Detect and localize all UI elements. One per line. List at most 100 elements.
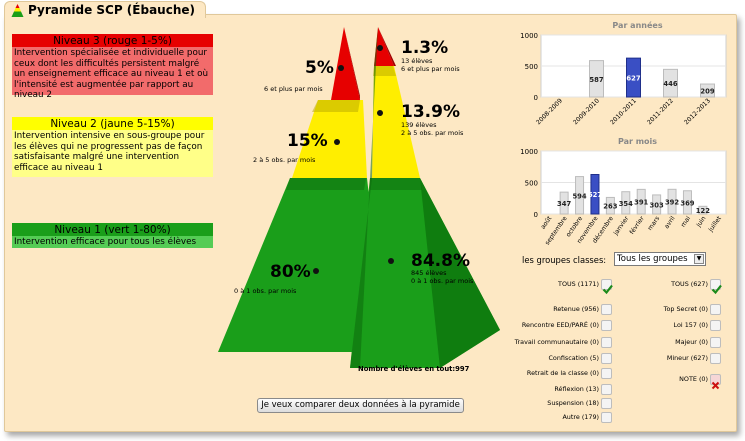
bar-data-label: 369 xyxy=(680,199,694,207)
bar-data-label: 627 xyxy=(588,191,602,199)
right-red-pct: 1.3% xyxy=(401,38,449,58)
bar-data-label: 391 xyxy=(634,199,648,207)
left-yellow-sub: 2 à 5 obs. par mois xyxy=(253,156,316,164)
right-pyramid-yellow-front xyxy=(372,66,420,178)
left-pyramid-green-shadow xyxy=(286,178,366,190)
group-checkbox[interactable] xyxy=(710,320,721,331)
right-green-dot xyxy=(388,258,394,264)
group-checkbox[interactable] xyxy=(710,337,721,348)
x-tick-label: 2010-2011 xyxy=(609,97,638,126)
left-green-dot xyxy=(313,268,319,274)
left-pyramid-yellow-front xyxy=(292,100,367,178)
group-checkbox[interactable] xyxy=(601,384,612,395)
group-label: Retrait de la classe (0) xyxy=(526,369,599,377)
right-yellow-pct: 13.9% xyxy=(401,102,460,122)
bar[interactable] xyxy=(621,191,631,215)
pyramid-icon xyxy=(11,3,24,17)
group-checkbox[interactable] xyxy=(710,279,722,295)
y-tick-label: 500 xyxy=(525,63,538,71)
group-label: Réflexion (13) xyxy=(554,385,599,393)
group-checkbox[interactable] xyxy=(601,398,612,409)
bar[interactable] xyxy=(667,188,677,215)
bar[interactable] xyxy=(589,60,604,98)
right-pyramid-yellow-shadow xyxy=(373,66,396,76)
bar[interactable] xyxy=(636,188,646,215)
left-yellow-pct: 15% xyxy=(287,131,328,151)
group-checkbox[interactable] xyxy=(710,304,721,315)
total-count: Nombre d'élèves en tout:997 xyxy=(358,365,470,373)
right-yellow-dot xyxy=(377,110,383,116)
bar-data-label: 354 xyxy=(619,200,633,208)
group-label: Travail communautaire (0) xyxy=(514,338,599,346)
x-tick-label: mai xyxy=(680,215,693,229)
bar-data-label: 587 xyxy=(589,76,603,84)
x-tick-label: avril xyxy=(663,215,677,230)
bar[interactable] xyxy=(605,196,615,215)
x-tick-label: janvier xyxy=(612,215,631,238)
left-red-dot xyxy=(338,65,344,71)
chart-months: 05001000août347septembre594octobre627nov… xyxy=(520,148,727,246)
right-yellow-sub2: 2 à 5 obs. par mois xyxy=(401,129,464,137)
right-pyramid-green-side xyxy=(420,178,500,368)
group-label: TOUS (1171) xyxy=(558,280,599,288)
x-tick-label: juin xyxy=(695,215,708,229)
pyramid-tab[interactable]: Pyramide SCP (Ébauche) xyxy=(4,1,206,18)
bar[interactable] xyxy=(682,190,692,215)
bar[interactable] xyxy=(626,57,641,98)
bar[interactable] xyxy=(700,83,715,98)
group-label: Suspension (18) xyxy=(547,399,599,407)
compare-button[interactable]: Je veux comparer deux données à la pyram… xyxy=(257,398,464,413)
groups-label: les groupes classes: xyxy=(522,255,607,265)
group-label: Retenue (956) xyxy=(553,305,599,313)
chart-years: 0 500 1000 2008-2009 587 2009-2010 627 2010-201… xyxy=(520,32,727,126)
bar[interactable] xyxy=(663,68,678,98)
groups-select[interactable]: Tous les groupes ▼ xyxy=(614,252,706,266)
chevron-down-icon[interactable]: ▼ xyxy=(694,254,704,264)
group-checkbox[interactable] xyxy=(601,368,612,379)
tab-title: Pyramide SCP (Ébauche) xyxy=(28,3,195,17)
group-checkbox[interactable] xyxy=(601,279,613,295)
bar-data-label: 347 xyxy=(557,200,571,208)
y-tick-label: 500 xyxy=(525,180,538,188)
y-tick-label: 0 xyxy=(534,211,538,219)
left-red-pct: 5% xyxy=(305,58,334,78)
right-red-sub2: 6 et plus par mois xyxy=(401,65,460,73)
group-checkbox[interactable] xyxy=(601,353,612,364)
group-checkbox[interactable] xyxy=(601,304,612,315)
level-1-desc: Intervention efficace pour tous les élèv… xyxy=(12,236,213,248)
group-label: Confiscation (5) xyxy=(548,354,599,362)
left-red-sub: 6 et plus par mois xyxy=(264,85,323,93)
right-pyramid-left-side xyxy=(350,27,378,368)
bar[interactable] xyxy=(559,191,569,215)
bar[interactable] xyxy=(575,176,585,215)
bar[interactable] xyxy=(590,173,600,215)
bar-data-label: 303 xyxy=(650,201,664,209)
left-pyramid-yellow-shadow xyxy=(312,100,360,112)
group-label: Loi 157 (0) xyxy=(673,321,708,329)
bar-data-label: 446 xyxy=(663,80,677,88)
level-2-desc: Intervention intensive en sous-groupe po… xyxy=(12,130,213,177)
left-yellow-dot xyxy=(334,139,340,145)
checkmark-icon xyxy=(602,284,613,295)
right-red-sub1: 13 élèves xyxy=(401,57,433,65)
group-checkbox[interactable] xyxy=(601,320,612,331)
bar[interactable] xyxy=(698,205,708,215)
y-tick-label: 1000 xyxy=(520,148,538,156)
group-checkbox[interactable] xyxy=(601,337,612,348)
left-pyramid-red-front xyxy=(331,27,360,100)
y-tick-label: 0 xyxy=(534,94,538,102)
group-checkbox[interactable] xyxy=(601,412,612,423)
bar-data-label: 263 xyxy=(603,203,617,211)
level-1-title: Niveau 1 (vert 1-80%) xyxy=(12,223,213,237)
bar[interactable] xyxy=(652,194,662,215)
group-checkbox[interactable] xyxy=(710,374,721,390)
group-checkbox[interactable] xyxy=(710,353,721,364)
bar-data-label: 392 xyxy=(665,199,679,207)
x-tick-label: 2008-2009 xyxy=(535,97,564,126)
left-pyramid-green-front xyxy=(218,178,386,352)
group-label: Autre (179) xyxy=(562,413,599,421)
right-pyramid-red-side xyxy=(378,27,396,66)
group-label: NOTE (0) xyxy=(679,375,708,383)
right-pyramid-red-front xyxy=(374,27,394,66)
